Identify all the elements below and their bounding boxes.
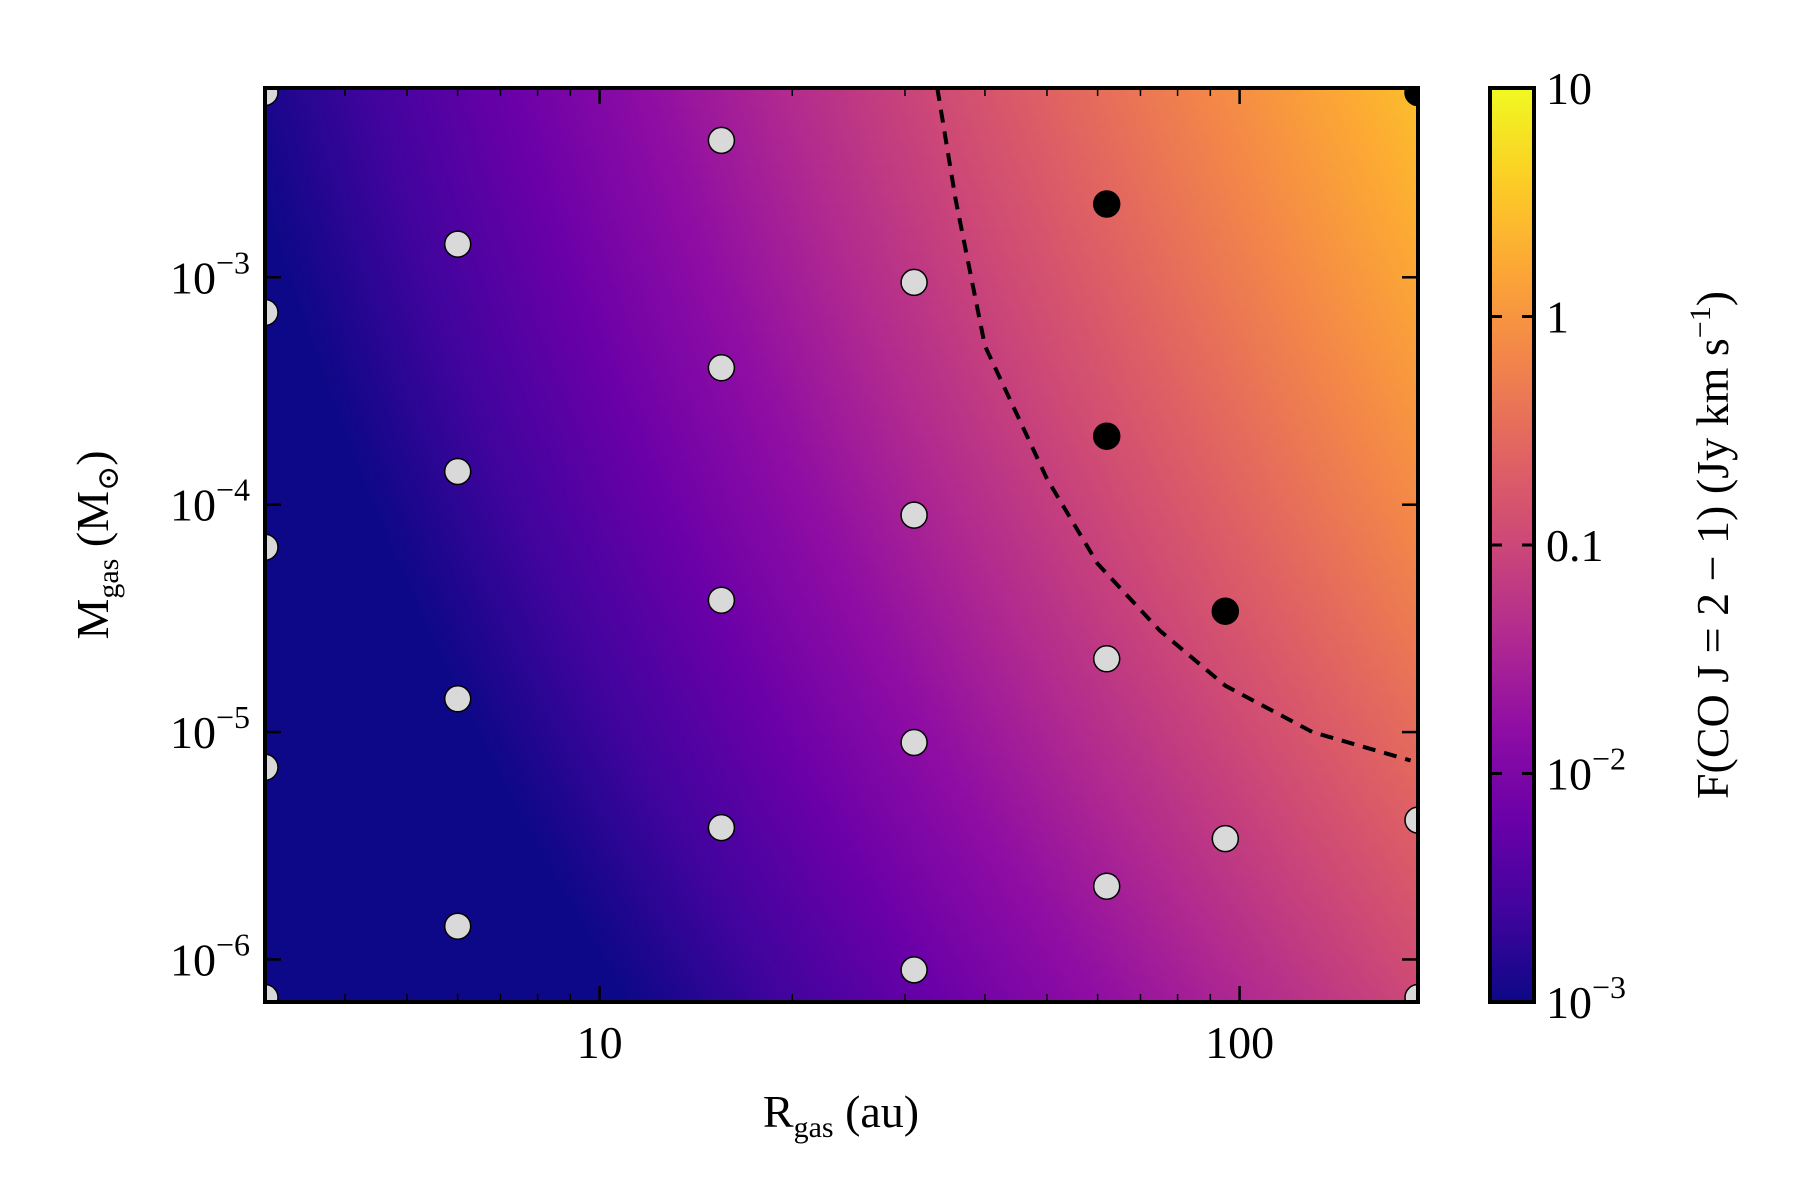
model-point-undetected — [900, 501, 928, 529]
detection-threshold-curve — [935, 88, 1412, 763]
model-point-undetected — [707, 126, 736, 155]
x-axis-label: Rgas (au) — [763, 1086, 919, 1144]
colorbar-tick-label: 10−3 — [1546, 969, 1626, 1028]
model-point-undetected — [1211, 824, 1240, 853]
y-axis-label: Mgas (M⊙) — [67, 450, 125, 639]
x-tick-labels: 10 100 — [577, 1017, 1274, 1068]
y-tick-label: 10−6 — [170, 926, 250, 985]
y-tick-labels: 10−3 10−4 10−5 10−6 — [170, 244, 250, 985]
model-point-undetected — [1404, 983, 1418, 1002]
model-point-undetected — [1404, 806, 1418, 834]
model-point-detected — [1211, 597, 1240, 625]
model-point-undetected — [707, 354, 736, 382]
model-point-undetected — [443, 685, 472, 713]
model-point-undetected — [900, 956, 928, 984]
model-point-undetected — [900, 268, 928, 297]
model-point-undetected — [707, 813, 736, 842]
scatter-markers — [265, 88, 1418, 1002]
model-point-undetected — [265, 298, 279, 327]
model-point-undetected — [265, 983, 279, 1002]
model-point-undetected — [443, 230, 472, 258]
model-point-undetected — [265, 753, 279, 782]
model-point-detected — [1404, 88, 1418, 107]
colorbar-tick-label: 1 — [1546, 292, 1569, 343]
colorbar-label: F(CO J = 2 − 1) (Jy km s−1) — [1684, 291, 1738, 799]
model-point-undetected — [443, 457, 472, 486]
x-tick-label: 100 — [1205, 1017, 1274, 1068]
model-point-undetected — [443, 912, 472, 940]
y-tick-label: 10−3 — [170, 244, 250, 303]
heatmap-image — [265, 88, 1418, 1002]
y-tick-label: 10−4 — [170, 472, 250, 531]
model-point-detected — [1092, 190, 1121, 218]
y-tick-label: 10−5 — [170, 699, 250, 758]
colorbar-tick-label: 10 — [1546, 63, 1592, 114]
model-point-undetected — [265, 88, 279, 107]
axis-ticks — [265, 88, 1418, 1002]
x-tick-label: 10 — [577, 1017, 623, 1068]
model-point-detected — [1092, 422, 1121, 450]
plot-frame — [263, 86, 1420, 1004]
colorbar-tick-labels: 10 1 0.1 10−2 10−3 — [1546, 63, 1626, 1028]
model-point-undetected — [265, 533, 279, 561]
colorbar-tick-label: 0.1 — [1546, 520, 1604, 571]
colorbar-tick-label: 10−2 — [1546, 741, 1626, 800]
model-point-undetected — [1092, 872, 1121, 900]
model-point-undetected — [707, 586, 736, 614]
colorbar-ticks — [1490, 86, 1534, 1004]
model-point-undetected — [1092, 645, 1121, 673]
model-point-undetected — [900, 728, 928, 757]
